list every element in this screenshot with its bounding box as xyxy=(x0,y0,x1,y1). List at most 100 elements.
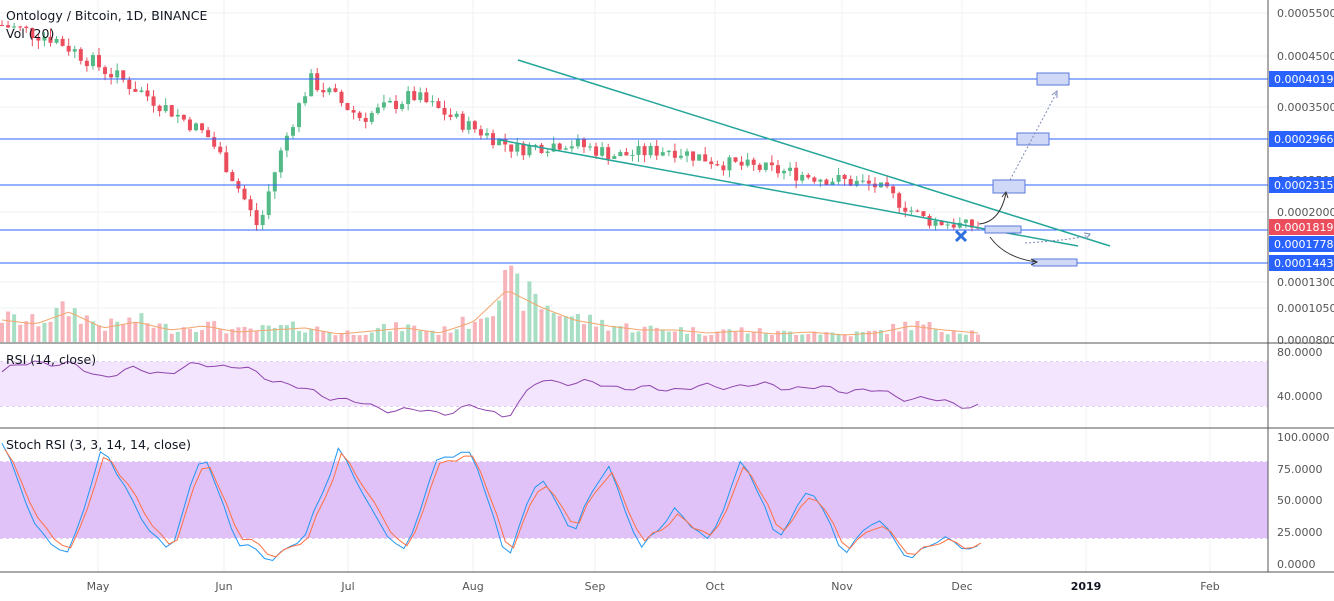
candle-body xyxy=(345,103,350,111)
candle-body xyxy=(218,146,223,153)
candle-body xyxy=(357,112,362,118)
candle-body xyxy=(151,96,156,106)
volume-bar xyxy=(678,327,683,342)
price-label-box xyxy=(1269,219,1334,235)
candle-body xyxy=(606,147,611,160)
candle-body xyxy=(454,113,459,117)
candle-body xyxy=(66,45,71,52)
volume-bar xyxy=(557,315,562,342)
price-label-box xyxy=(1269,236,1334,252)
target-box-5[interactable] xyxy=(1032,258,1078,267)
candle-body xyxy=(715,164,720,166)
candle-body xyxy=(327,88,332,93)
volume-bar xyxy=(745,333,750,342)
volume-bar xyxy=(303,332,308,342)
time-axis-tick: Oct xyxy=(705,580,725,593)
candle-body xyxy=(90,55,95,67)
volume-bar xyxy=(290,321,295,342)
stoch-legend[interactable]: Stoch RSI (3, 3, 14, 14, close) xyxy=(6,437,191,452)
volume-bar xyxy=(751,332,756,342)
candle-body xyxy=(612,156,617,160)
candle-body xyxy=(848,178,853,186)
arrow-up-solid[interactable] xyxy=(978,192,1007,225)
volume-bar xyxy=(339,332,344,342)
candle-body xyxy=(818,179,823,182)
candle-body xyxy=(757,164,762,170)
channel-upper[interactable] xyxy=(517,59,1111,247)
volume-bar xyxy=(903,321,908,342)
candle-body xyxy=(127,79,132,90)
candle-body xyxy=(103,67,108,75)
volume-bar xyxy=(242,326,247,342)
candle-body xyxy=(727,157,732,171)
channel-lower[interactable] xyxy=(499,139,1079,247)
arrow-down-solid[interactable] xyxy=(989,236,1038,263)
volume-bar xyxy=(769,334,774,342)
rsi-line xyxy=(1,360,979,418)
volume-bar xyxy=(157,323,162,342)
arrow-up-dotted-2[interactable] xyxy=(1024,234,1091,244)
target-box-2[interactable] xyxy=(1016,132,1050,146)
candle-body xyxy=(927,216,932,226)
candle-body xyxy=(891,186,896,194)
candle-body xyxy=(272,172,277,192)
candle-body xyxy=(115,70,120,78)
volume-bar xyxy=(90,321,95,342)
candle-body xyxy=(72,49,77,52)
volume-bar xyxy=(824,331,829,342)
volume-bar xyxy=(442,326,447,342)
candle-body xyxy=(484,133,489,136)
candle-body xyxy=(254,210,259,226)
volume-bar xyxy=(309,329,314,342)
candle-body xyxy=(782,170,787,174)
price-axis-tick: 0.0001050 xyxy=(1277,302,1334,315)
volume-bar xyxy=(909,330,914,342)
target-box-4[interactable] xyxy=(984,225,1022,234)
candle-body xyxy=(466,121,471,130)
volume-bar xyxy=(594,326,599,342)
candle-body xyxy=(945,224,950,226)
candle-body xyxy=(109,74,114,78)
stoch-k-line xyxy=(1,443,979,562)
candle-body xyxy=(30,28,35,39)
candle-body xyxy=(703,154,708,162)
volume-bar xyxy=(121,324,126,342)
candle-body xyxy=(691,151,696,161)
volume-bar xyxy=(866,330,871,342)
rsi-legend[interactable]: RSI (14, close) xyxy=(6,352,97,367)
volume-bar xyxy=(569,316,574,342)
time-axis-tick: Nov xyxy=(831,580,853,593)
target-box-1[interactable] xyxy=(1036,72,1070,86)
volume-bar xyxy=(654,327,659,342)
volume-bar xyxy=(424,331,429,342)
time-axis-tick: May xyxy=(87,580,110,593)
volume-bar xyxy=(588,314,593,342)
stoch-axis-tick: 25.0000 xyxy=(1277,526,1323,539)
candle-body xyxy=(333,88,338,92)
stoch-axis-tick: 50.0000 xyxy=(1277,494,1323,507)
time-axis-tick: Sep xyxy=(585,580,606,593)
volume-bars xyxy=(0,265,980,342)
volume-bar xyxy=(448,332,453,342)
arrow-up-dotted-1[interactable] xyxy=(1009,91,1058,181)
candles xyxy=(0,20,980,232)
candle-body xyxy=(812,177,817,182)
time-axis[interactable]: May Jun Jul Aug Sep Oct Nov Dec 2019 Feb xyxy=(87,580,1220,593)
candle-body xyxy=(509,144,514,152)
volume-bar xyxy=(963,334,968,342)
rsi-band xyxy=(0,362,1268,406)
candle-body xyxy=(48,36,53,43)
candle-body xyxy=(497,138,502,146)
volume-legend[interactable]: Vol (20) xyxy=(6,26,55,41)
symbol-title[interactable]: Ontology / Bitcoin, 1D, BINANCE xyxy=(6,8,208,23)
candle-body xyxy=(836,174,841,182)
volume-bar xyxy=(351,334,356,342)
candle-body xyxy=(248,199,253,211)
volume-bar xyxy=(709,335,714,342)
candle-body xyxy=(697,154,702,161)
target-box-3[interactable] xyxy=(992,179,1026,194)
price-axis[interactable]: 0.00055000.00045000.00035000.00025000.00… xyxy=(1277,7,1334,571)
volume-bar xyxy=(406,324,411,342)
volume-bar xyxy=(193,332,198,342)
